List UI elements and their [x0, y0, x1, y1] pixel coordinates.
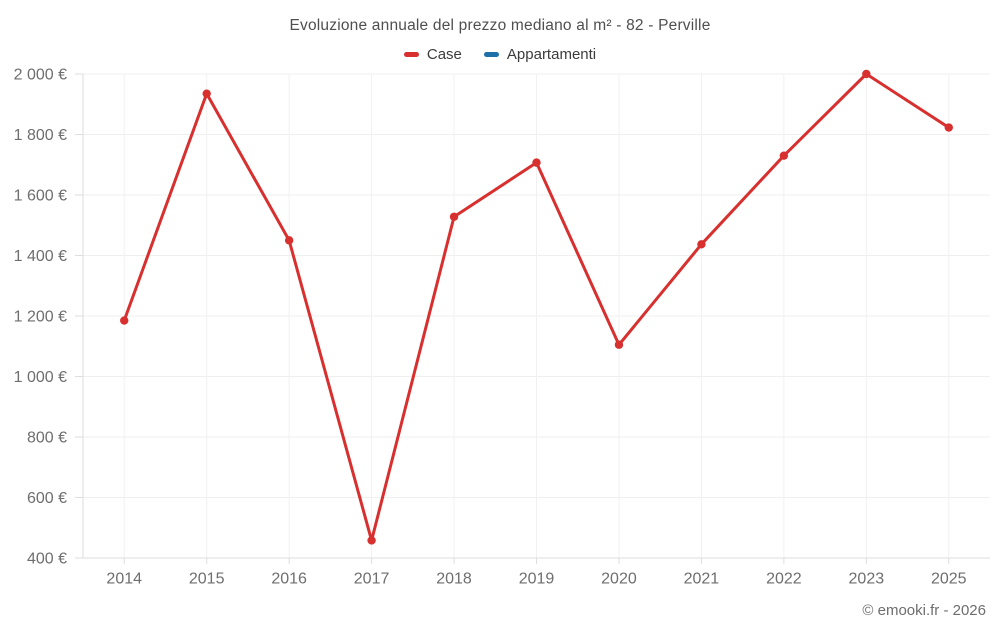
legend-label-appartamenti: Appartamenti: [506, 46, 597, 63]
legend-swatch-case-icon: [403, 52, 419, 57]
legend-item-case[interactable]: Case: [403, 46, 462, 63]
data-point-case-2022[interactable]: [779, 151, 789, 160]
data-point-case-2025[interactable]: [944, 123, 953, 132]
y-axis-label: 1 200 €: [14, 309, 67, 326]
data-point-case-2021[interactable]: [697, 240, 706, 249]
legend-label-case: Case: [426, 46, 462, 63]
x-axis-label: 2025: [931, 571, 967, 588]
data-point-case-2014[interactable]: [120, 316, 129, 325]
data-point-case-2015[interactable]: [202, 89, 211, 98]
y-axis-label: 1 400 €: [14, 248, 67, 265]
chart-title: Evoluzione annuale del prezzo mediano al…: [289, 17, 711, 34]
legend-item-appartamenti[interactable]: Appartamenti: [483, 46, 597, 63]
chart-legend: Case Appartamenti: [0, 46, 1000, 63]
y-axis-label: 800 €: [27, 430, 67, 447]
x-axis-label: 2022: [766, 571, 802, 588]
x-axis-label: 2019: [519, 571, 555, 588]
x-axis-label: 2021: [684, 571, 720, 588]
y-axis-label: 1 600 €: [14, 188, 67, 205]
y-axis-label: 400 €: [27, 551, 67, 568]
x-axis-label: 2016: [271, 571, 307, 588]
x-axis-label: 2014: [106, 571, 142, 588]
x-axis-label: 2018: [436, 571, 472, 588]
x-axis-label: 2023: [849, 571, 885, 588]
data-point-case-2017[interactable]: [367, 536, 376, 545]
x-axis-label: 2017: [354, 571, 390, 588]
y-axis-label: 1 800 €: [14, 127, 67, 144]
credit-text: © emooki.fr - 2026: [862, 602, 986, 619]
data-point-case-2016[interactable]: [284, 236, 294, 245]
y-axis-label: 600 €: [27, 490, 67, 507]
legend-swatch-appartamenti-icon: [483, 52, 499, 57]
y-axis-label: 1 000 €: [14, 369, 67, 386]
data-point-case-2020[interactable]: [614, 340, 624, 349]
y-axis-label: 2 000 €: [14, 67, 67, 84]
x-axis-label: 2020: [601, 571, 637, 588]
data-point-case-2018[interactable]: [449, 212, 459, 221]
x-axis-label: 2015: [189, 571, 225, 588]
data-point-case-2023[interactable]: [862, 69, 871, 79]
data-point-case-2019[interactable]: [532, 158, 541, 167]
